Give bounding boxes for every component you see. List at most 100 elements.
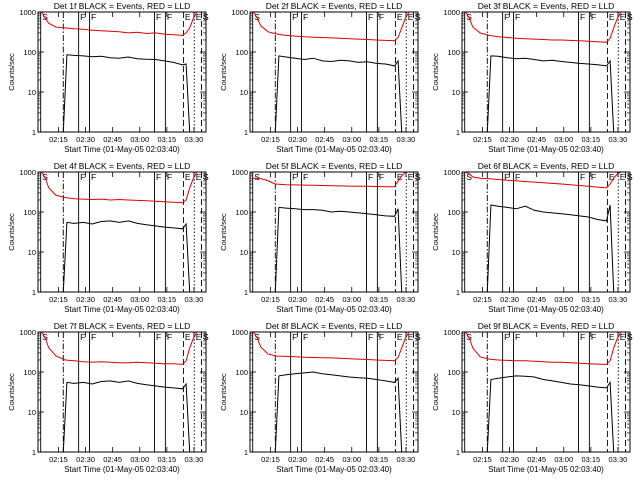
- marker-label: F: [156, 172, 161, 182]
- x-tick-label: 02:15: [261, 295, 280, 304]
- plot-frame: [249, 171, 419, 293]
- x-axis-label: Start Time (01-May-05 02:03:40): [64, 465, 180, 474]
- marker-label: S: [466, 12, 472, 22]
- y-tick-label: 10: [240, 408, 248, 417]
- x-tick-label: 02:30: [500, 295, 519, 304]
- marker-label: F: [379, 12, 384, 22]
- x-tick-label: 03:15: [369, 135, 388, 144]
- x-tick-label: 03:15: [369, 295, 388, 304]
- x-tick-label: 02:30: [76, 455, 95, 464]
- y-tick-label: 10: [452, 248, 460, 257]
- x-tick-label: 02:45: [315, 135, 334, 144]
- x-tick-label: 03:15: [157, 295, 176, 304]
- y-tick-label: 10: [240, 88, 248, 97]
- chart-title: Det 3f BLACK = Events, RED = LLD: [478, 1, 615, 11]
- y-axis-label: Counts/sec: [219, 53, 228, 91]
- marker-label: S: [254, 172, 260, 182]
- plot-frame: [461, 11, 631, 133]
- series-line-events: [274, 206, 403, 293]
- y-axis-label: Counts/sec: [7, 53, 16, 91]
- y-tick-label: 100: [235, 48, 248, 57]
- marker-label: E: [185, 12, 191, 22]
- marker-label: F: [591, 332, 596, 342]
- x-tick-label: 02:30: [76, 295, 95, 304]
- x-tick-label: 02:45: [527, 295, 546, 304]
- x-tick-label: 02:15: [473, 135, 492, 144]
- x-tick-label: 03:30: [185, 455, 204, 464]
- x-tick-label: 03:00: [130, 455, 149, 464]
- marker-label: F: [292, 172, 297, 182]
- marker-label: E: [397, 172, 403, 182]
- marker-label: F: [504, 332, 509, 342]
- x-axis-label: Start Time (01-May-05 02:03:40): [488, 145, 604, 154]
- marker-label: F: [504, 172, 509, 182]
- x-tick-label: 02:45: [527, 455, 546, 464]
- y-tick-label: 1000: [231, 8, 248, 17]
- x-tick-label: 03:30: [185, 295, 204, 304]
- marker-label: F: [91, 332, 96, 342]
- x-tick-label: 02:45: [315, 295, 334, 304]
- marker-label: F: [368, 12, 373, 22]
- y-axis-label: Counts/sec: [431, 373, 440, 411]
- x-tick-label: 02:15: [473, 295, 492, 304]
- plot-frame: [37, 171, 207, 293]
- marker-label: F: [591, 12, 596, 22]
- y-tick-label: 1: [456, 288, 460, 297]
- marker-label: F: [156, 332, 161, 342]
- y-tick-label: 1000: [231, 328, 248, 337]
- x-axis-label: Start Time (01-May-05 02:03:40): [488, 305, 604, 314]
- series-line-events: [486, 55, 615, 133]
- chart-title: Det 6f BLACK = Events, RED = LLD: [478, 161, 615, 171]
- series-line-lld: [465, 11, 622, 43]
- x-tick-label: 03:15: [581, 295, 600, 304]
- marker-label: E: [196, 172, 202, 182]
- x-tick-label: 03:15: [369, 455, 388, 464]
- x-tick-label: 03:15: [157, 455, 176, 464]
- y-tick-label: 100: [235, 208, 248, 217]
- marker-label: F: [80, 172, 85, 182]
- y-tick-label: 1: [244, 288, 248, 297]
- x-tick-label: 02:30: [288, 455, 307, 464]
- y-tick-label: 1000: [19, 328, 36, 337]
- x-axis-label: Start Time (01-May-05 02:03:40): [488, 465, 604, 474]
- chart-title: Det 4f BLACK = Events, RED = LLD: [54, 161, 191, 171]
- x-tick-label: 03:00: [130, 135, 149, 144]
- y-tick-label: 10: [28, 408, 36, 417]
- marker-label: E: [609, 12, 615, 22]
- x-tick-label: 02:30: [288, 295, 307, 304]
- marker-label: E: [620, 172, 626, 182]
- x-axis-label: Start Time (01-May-05 02:03:40): [276, 465, 392, 474]
- y-tick-label: 100: [235, 368, 248, 377]
- series-line-lld: [253, 11, 410, 42]
- x-tick-label: 02:15: [49, 135, 68, 144]
- marker-label: F: [504, 12, 509, 22]
- marker-label: E: [609, 172, 615, 182]
- series-line-lld: [253, 331, 410, 362]
- x-tick-label: 03:15: [157, 135, 176, 144]
- y-tick-label: 10: [28, 88, 36, 97]
- y-tick-label: 100: [447, 48, 460, 57]
- marker-label: F: [591, 172, 596, 182]
- marker-label: E: [185, 332, 191, 342]
- x-tick-label: 03:30: [609, 295, 628, 304]
- marker-label: S: [42, 172, 48, 182]
- marker-label: F: [292, 332, 297, 342]
- series-line-lld: [41, 11, 198, 36]
- y-tick-label: 1000: [231, 168, 248, 177]
- plot-frame: [37, 11, 207, 133]
- x-tick-label: 02:15: [49, 455, 68, 464]
- plot-frame: [461, 171, 631, 293]
- series-line-lld: [251, 171, 409, 188]
- y-tick-label: 1: [32, 128, 36, 137]
- x-tick-label: 03:15: [581, 455, 600, 464]
- marker-label: E: [609, 332, 615, 342]
- y-tick-label: 1: [32, 288, 36, 297]
- marker-label: E: [620, 332, 626, 342]
- x-tick-label: 02:15: [261, 455, 280, 464]
